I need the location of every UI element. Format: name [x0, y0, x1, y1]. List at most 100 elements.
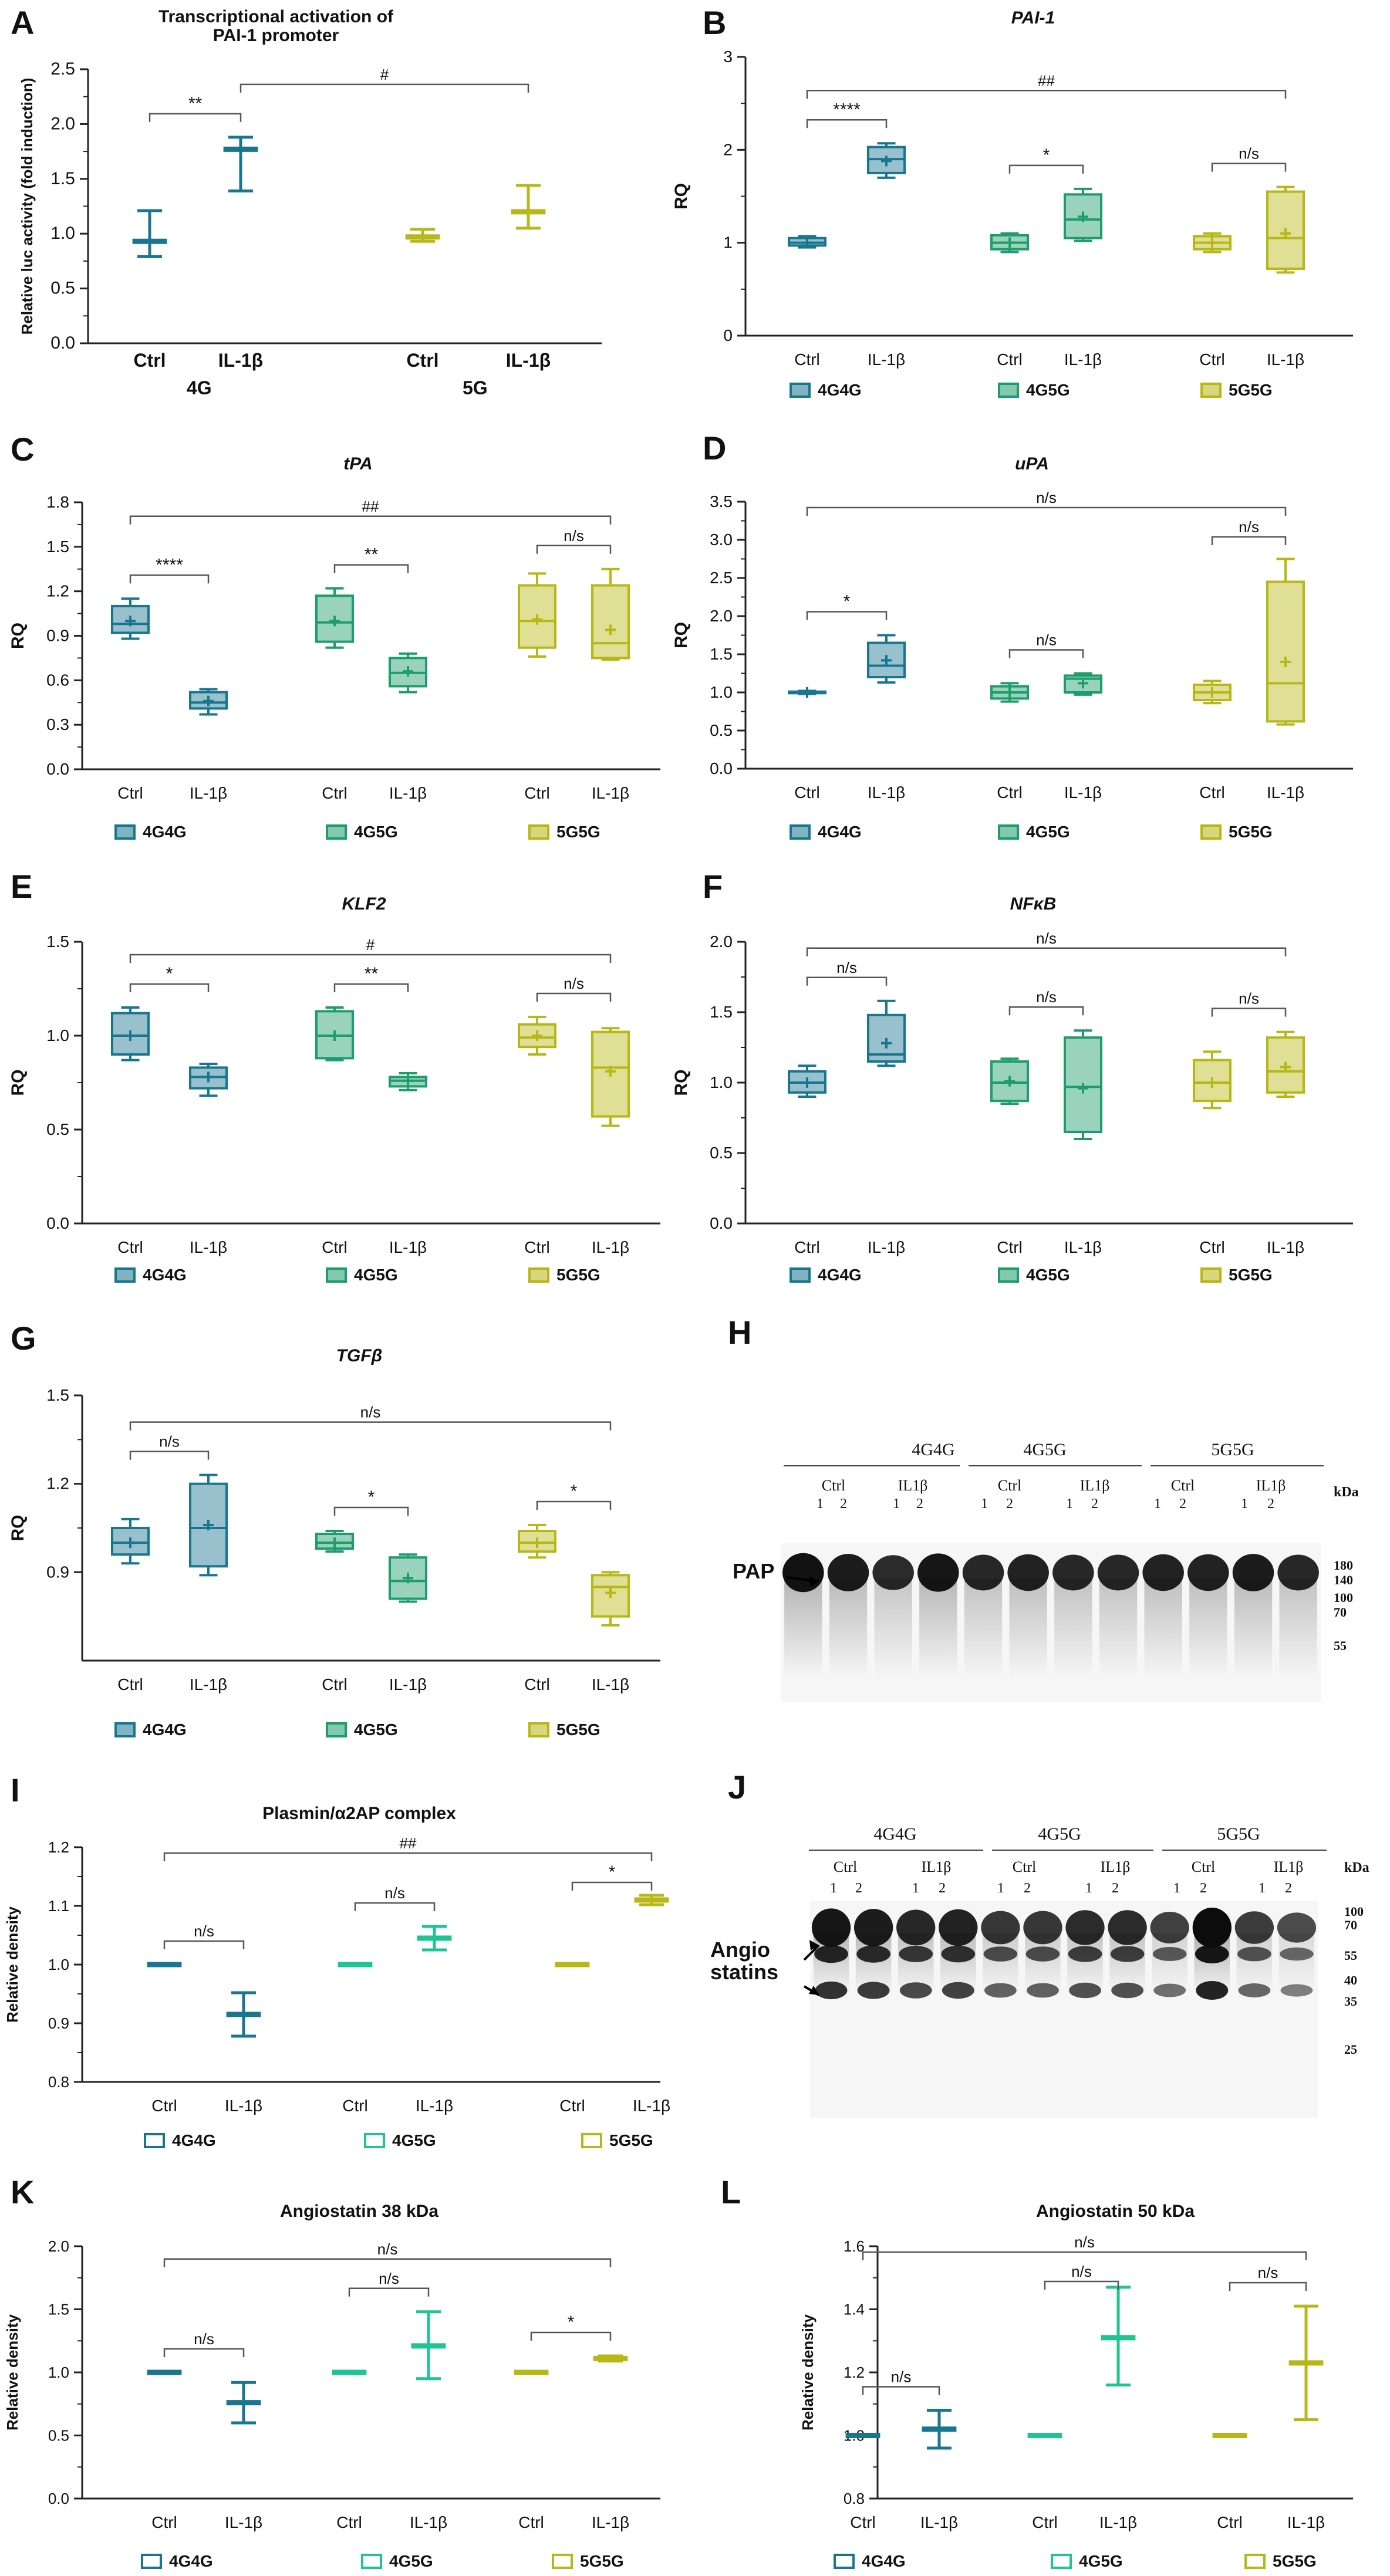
mean-marker	[403, 1573, 413, 1584]
y-tick-label: 1.5	[46, 1386, 69, 1404]
legend-swatch	[144, 2133, 165, 2148]
legend-label: 4G5G	[392, 2131, 436, 2149]
panel-letter-b: B	[703, 4, 726, 41]
bracket-label: n/s	[564, 975, 584, 992]
legend-swatch	[326, 1267, 347, 1283]
legend-label: 4G4G	[172, 2131, 216, 2149]
legend-swatch	[790, 1267, 811, 1283]
lane-smear	[1054, 1578, 1092, 1678]
x-tick-label: Ctrl	[518, 2513, 544, 2531]
blot-group-label: 4G5G	[1038, 1824, 1081, 1844]
mean-marker	[125, 616, 136, 627]
lane-smear	[1234, 1578, 1273, 1678]
bracket-line	[348, 2287, 430, 2297]
bracket-label: n/s	[836, 959, 857, 976]
mean-marker	[125, 1030, 136, 1041]
legend-label: 4G4G	[143, 1720, 187, 1739]
y-axis-label: RQ	[8, 1070, 28, 1096]
mean-marker	[1207, 1077, 1217, 1088]
bracket-line	[1008, 1006, 1084, 1016]
y-tick-label: 1.0	[50, 224, 75, 243]
significance-bracket: *	[333, 1488, 409, 1516]
significance-bracket: n/s	[1211, 518, 1287, 545]
legend-item: 4G4G	[114, 823, 187, 841]
mean-marker	[881, 655, 892, 666]
x-tick-label: IL-1β	[1064, 1238, 1102, 1256]
box-g4G4G	[111, 1517, 150, 1565]
significance-bracket: ##	[129, 498, 612, 525]
lane-band	[872, 1555, 914, 1590]
box-iqr	[1064, 1036, 1102, 1133]
x-tick-label: Ctrl	[997, 350, 1023, 369]
point-g4G4G	[226, 2381, 261, 2425]
lane-smear	[1279, 1578, 1317, 1678]
significance-bracket: *	[536, 1482, 612, 1510]
lane-band	[1232, 1554, 1274, 1591]
lane-band	[939, 1909, 978, 1946]
lane-smear	[874, 1578, 912, 1678]
legend-label: 4G4G	[143, 823, 187, 841]
panel-letter-k: K	[11, 2173, 34, 2210]
legend-label: 4G5G	[1079, 2552, 1123, 2570]
blot-lane-number: 2	[1267, 1496, 1274, 1512]
y-tick-label: 3.5	[710, 492, 733, 511]
panel-k: K Angiostatin 38 kDa 0.0 0.5 1.0 1.5 2.0 Relati…	[4, 2173, 660, 2570]
bracket-line	[149, 113, 242, 122]
lane-band-lower	[899, 1946, 933, 1962]
y-axis-label: Relative luc activity (fold induction)	[18, 78, 36, 335]
x-tick-label: Ctrl	[524, 784, 550, 802]
bracket-line	[129, 515, 612, 525]
box-g4G5G	[389, 1553, 427, 1603]
x-tick-label: IL-1β	[190, 1238, 227, 1256]
blot-marker-label: 55	[1344, 1948, 1357, 1963]
legend-swatch	[141, 2554, 162, 2569]
lane-band-38kda	[1153, 1983, 1186, 1997]
panel-f: F NFκB 0.0 0.5 1.0 1.5 2.0 RQ Ctrl IL-1β Ctrl IL-1β…	[672, 868, 1353, 1284]
lane-band-lower	[1280, 1947, 1314, 1961]
legend-item: 5G5G	[528, 1720, 600, 1739]
y-tick-label: 2.5	[710, 569, 733, 587]
panel-letter-e: E	[11, 868, 32, 905]
legend-item: 4G5G	[326, 823, 398, 841]
significance-bracket: ##	[163, 1834, 653, 1861]
bracket-label: n/s	[1036, 631, 1057, 649]
legend-item: 4G5G	[364, 2131, 436, 2149]
box-iqr	[518, 1023, 556, 1049]
x-tick-label: Ctrl	[133, 350, 166, 371]
legend-label: 4G4G	[169, 2552, 213, 2570]
legend-item: 4G	[160, 377, 212, 398]
box-g4G5G	[990, 682, 1029, 703]
blot-band-label: PAP	[733, 1559, 774, 1583]
significance-bracket: n/s	[806, 959, 888, 986]
blot-marker-label: 70	[1344, 1918, 1357, 1932]
y-tick-label: 1	[723, 234, 733, 252]
x-tick-label: Ctrl	[151, 2097, 177, 2115]
legend-label: 4G4G	[143, 1266, 187, 1284]
y-tick-label: 1.5	[710, 1003, 733, 1021]
significance-bracket: ****	[129, 555, 210, 584]
panel-g: G TGFβ 0.9 1.2 1.5 RQ Ctrl IL-1β Ctrl IL-1β Ctrl IL…	[8, 1320, 660, 1739]
x-tick-label: IL-1β	[410, 2513, 447, 2531]
box-iqr	[591, 584, 630, 660]
blot-marker-label: 180	[1334, 1558, 1353, 1573]
x-tick-label: Ctrl	[794, 350, 820, 369]
y-tick-label: 0.0	[710, 1214, 733, 1232]
lane-band	[1065, 1910, 1105, 1945]
lane-band-lower	[1110, 1946, 1145, 1962]
bracket-line	[129, 954, 612, 963]
bracket-line	[536, 1500, 612, 1510]
lane-band	[1052, 1554, 1094, 1591]
mean-marker	[1280, 657, 1291, 667]
box-iqr	[518, 1530, 556, 1553]
legend-item: 4G4G	[790, 1266, 862, 1284]
panel-letter-f: F	[703, 868, 723, 905]
chart-title: tPA	[343, 454, 372, 474]
bracket-line	[536, 545, 612, 554]
y-tick-label: 1.6	[844, 2237, 865, 2255]
bracket-line	[571, 1881, 653, 1891]
y-tick-label: 2	[723, 140, 733, 158]
bracket-label: *	[568, 2313, 575, 2332]
x-tick-label: IL-1β	[592, 1238, 629, 1256]
lane-smear	[919, 1578, 957, 1678]
